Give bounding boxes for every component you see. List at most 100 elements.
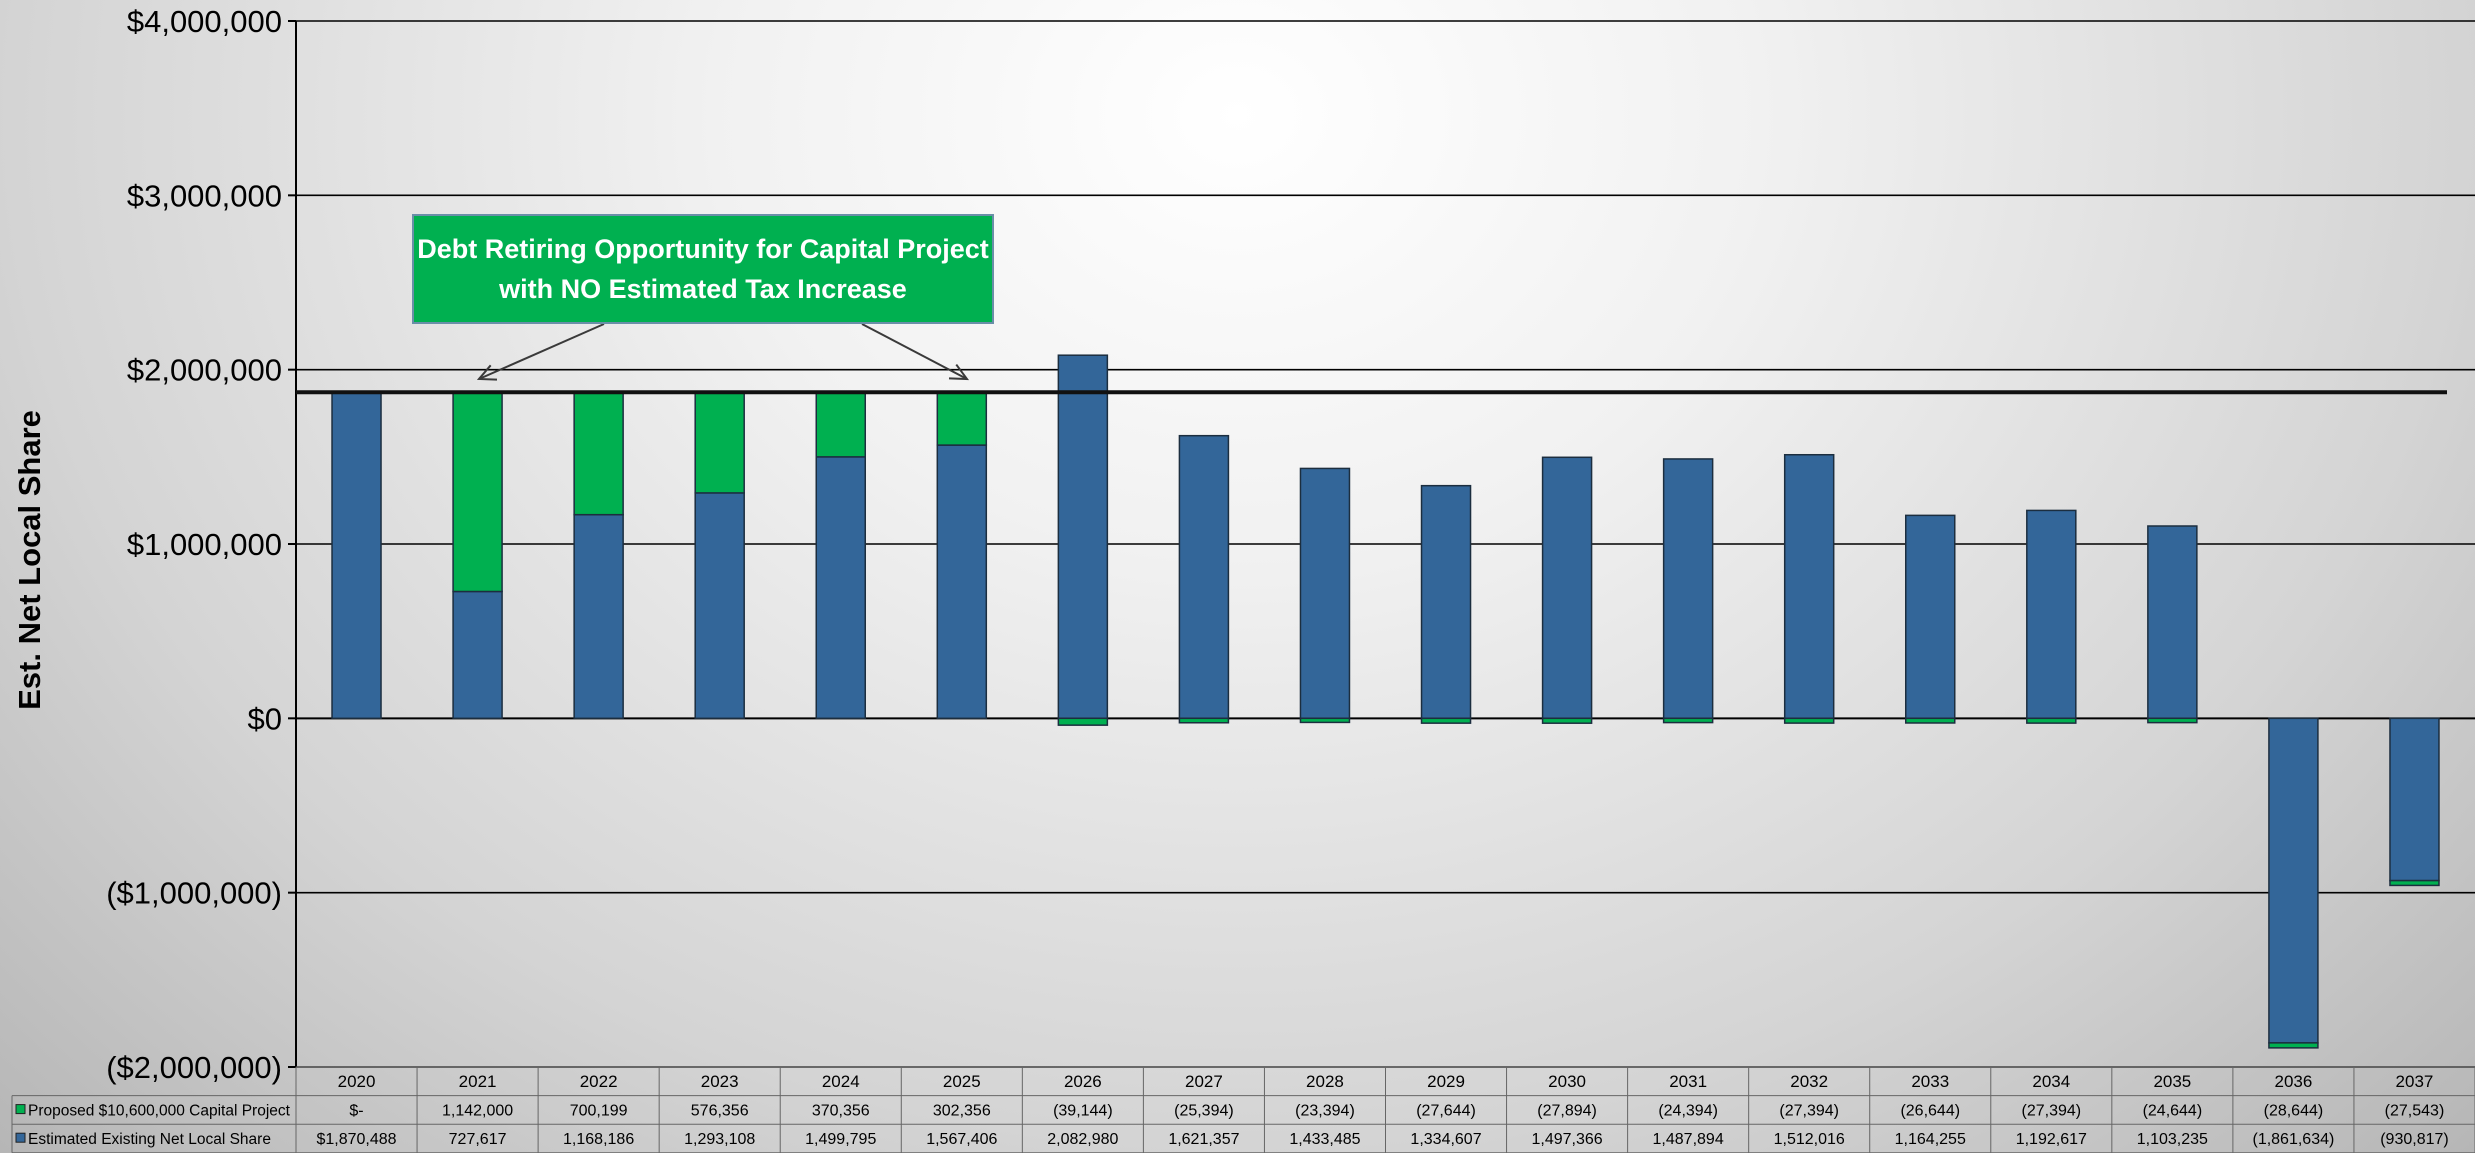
table-cell: $1,870,488 (316, 1131, 396, 1148)
annotation-callout: Debt Retiring Opportunity for Capital Pr… (412, 214, 994, 324)
table-cell: 1,192,617 (2016, 1131, 2087, 1148)
table-cell: (39,144) (1053, 1103, 1113, 1120)
table-cell: (28,644) (2264, 1103, 2324, 1120)
y-tick-label: ($2,000,000) (106, 1050, 282, 1085)
annotation-line-1: Debt Retiring Opportunity for Capital Pr… (417, 234, 989, 264)
y-tick-label: $2,000,000 (127, 353, 282, 388)
table-cell: (27,543) (2385, 1103, 2445, 1120)
bar-proposed-2027 (1178, 717, 1230, 724)
bars (331, 354, 2440, 1049)
table-cell: 1,293,108 (684, 1131, 755, 1148)
table-year-2030: 2030 (1548, 1072, 1586, 1091)
table-year-2035: 2035 (2153, 1072, 2191, 1091)
bar-existing-2026 (1057, 354, 1109, 720)
bar-proposed-2021 (452, 391, 503, 593)
table-cell: 1,567,406 (926, 1131, 997, 1148)
bar-proposed-2035 (2147, 717, 2198, 724)
bar-existing-2037 (2389, 717, 2440, 882)
table-cell: 576,356 (691, 1103, 749, 1120)
table-cell: (27,394) (2022, 1103, 2082, 1120)
bar-existing-2027 (1178, 434, 1230, 720)
table-cell: 302,356 (933, 1103, 991, 1120)
bar-proposed-2026 (1057, 717, 1109, 726)
bar-existing-2029 (1420, 484, 1472, 720)
legend-label: Estimated Existing Net Local Share (28, 1131, 271, 1148)
table-cell: 1,499,795 (805, 1131, 876, 1148)
table-year-2033: 2033 (1911, 1072, 1949, 1091)
y-axis-title-container: Est. Net Local Share (0, 0, 60, 1060)
table-cell: (24,644) (2143, 1103, 2203, 1120)
table-year-2029: 2029 (1427, 1072, 1465, 1091)
table-cell: 1,103,235 (2137, 1131, 2208, 1148)
bar-existing-2025 (936, 444, 988, 720)
callout-arrow-right (861, 323, 968, 380)
bar-proposed-2023 (694, 391, 745, 494)
table-cell: (27,644) (1416, 1103, 1476, 1120)
bar-proposed-2024 (815, 391, 866, 458)
table-cell: 727,617 (449, 1131, 507, 1148)
table-cell: 700,199 (570, 1103, 628, 1120)
table-cell: 1,334,607 (1410, 1131, 1481, 1148)
bar-proposed-2032 (1783, 717, 1835, 724)
y-axis-tick-labels: $4,000,000 $3,000,000 $2,000,000 $1,000,000… (106, 4, 282, 1085)
bar-proposed-2028 (1299, 717, 1351, 724)
y-tick-label: $3,000,000 (127, 178, 282, 213)
table-cell: (930,817) (2380, 1131, 2449, 1148)
bar-proposed-2033 (1905, 717, 1956, 724)
y-tick-label: $4,000,000 (127, 4, 282, 39)
bar-proposed-2034 (2026, 717, 2077, 724)
table-cell: (25,394) (1174, 1103, 1234, 1120)
callout-arrow-right-head (948, 363, 970, 381)
table-year-2021: 2021 (459, 1072, 497, 1091)
table-cell: 370,356 (812, 1103, 870, 1120)
bar-existing-2034 (2026, 509, 2077, 720)
table-year-2034: 2034 (2032, 1072, 2070, 1091)
table-cell: (1,861,634) (2252, 1131, 2334, 1148)
y-tick-label: ($1,000,000) (106, 876, 282, 911)
y-tick-label: $0 (248, 701, 282, 736)
bar-proposed-2031 (1662, 717, 1714, 724)
legend-label: Proposed $10,600,000 Capital Project (28, 1103, 291, 1120)
table-year-2028: 2028 (1306, 1072, 1344, 1091)
bar-existing-2030 (1541, 456, 1593, 720)
bar-existing-2032 (1783, 453, 1835, 720)
y-axis-title: Est. Net Local Share (12, 410, 47, 710)
table-year-2027: 2027 (1185, 1072, 1223, 1091)
bar-existing-2020 (331, 391, 382, 720)
bar-existing-2021 (452, 590, 503, 720)
table-year-2025: 2025 (943, 1072, 981, 1091)
table-cell: 1,164,255 (1895, 1131, 1966, 1148)
table-cell: (24,394) (1658, 1103, 1718, 1120)
table-year-2023: 2023 (701, 1072, 739, 1091)
bar-proposed-2025 (936, 391, 988, 446)
annotation-line-2: with NO Estimated Tax Increase (499, 274, 907, 304)
legend-swatch (15, 1104, 26, 1115)
table-year-2037: 2037 (2396, 1072, 2434, 1091)
bar-existing-2036 (2268, 717, 2319, 1044)
table-cell: 1,168,186 (563, 1131, 634, 1148)
callout-arrow-left-head (476, 364, 498, 381)
callout-arrow-left (478, 323, 605, 380)
table-year-2032: 2032 (1790, 1072, 1828, 1091)
bar-existing-2031 (1662, 458, 1714, 720)
bar-proposed-2029 (1420, 717, 1472, 724)
bar-existing-2035 (2147, 525, 2198, 720)
table-year-2031: 2031 (1669, 1072, 1707, 1091)
legend-swatch (15, 1132, 26, 1143)
table-year-2036: 2036 (2275, 1072, 2313, 1091)
bar-proposed-2037 (2389, 879, 2440, 887)
bar-existing-2022 (573, 513, 624, 720)
table-cell: (27,394) (1779, 1103, 1839, 1120)
table-cell: (26,644) (1900, 1103, 1960, 1120)
bar-proposed-2022 (573, 391, 624, 516)
bar-existing-2028 (1299, 467, 1351, 720)
table-cell: 1,487,894 (1653, 1131, 1724, 1148)
table-cell: 2,082,980 (1047, 1131, 1118, 1148)
table-cell: 1,433,485 (1289, 1131, 1360, 1148)
bar-proposed-2030 (1541, 717, 1593, 724)
table-cell: (23,394) (1295, 1103, 1355, 1120)
table-cell: 1,512,016 (1774, 1131, 1845, 1148)
table-year-2024: 2024 (822, 1072, 860, 1091)
callout-arrows (476, 323, 970, 381)
